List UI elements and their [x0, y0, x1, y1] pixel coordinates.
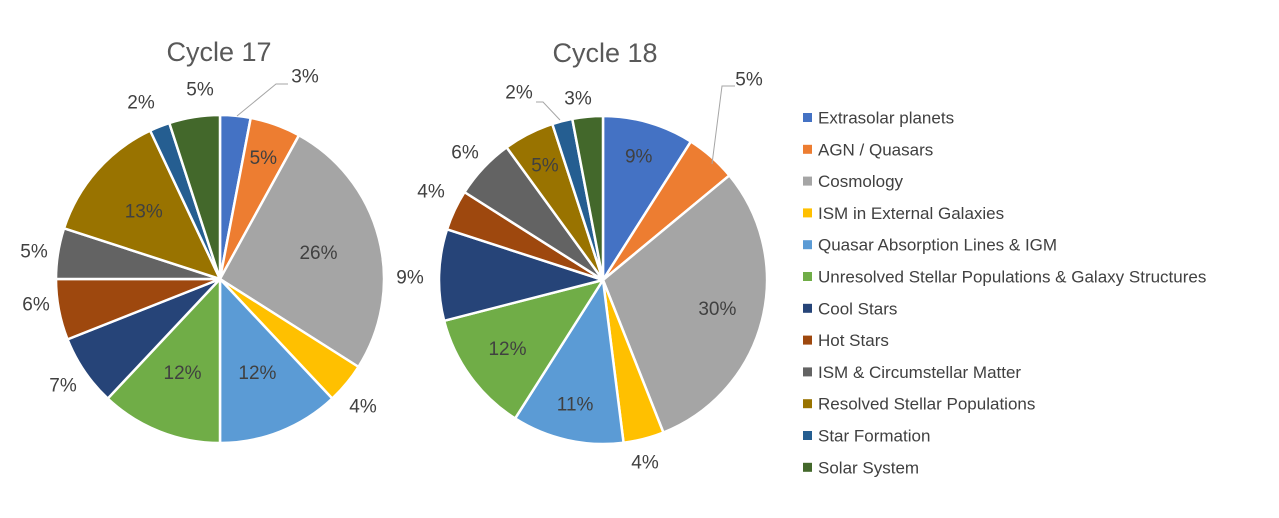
slice-unresolved-stellar-populations-galaxy-structures — [442, 278, 605, 420]
data-label-agn-quasars: 5% — [250, 148, 278, 169]
leader-line-star-formation — [536, 101, 561, 121]
legend-label: Resolved Stellar Populations — [818, 395, 1035, 414]
data-label-star-formation: 2% — [127, 93, 155, 114]
data-label-cool-stars: 9% — [396, 268, 424, 289]
data-label-extrasolar-planets: 9% — [625, 147, 653, 168]
pie-chart-cycle-18: Cycle 18 9% 5% 30% 4% 11% 12% 9% 4% 6% 5% 2% 3% — [396, 38, 769, 474]
data-label-solar-system: 5% — [186, 80, 214, 101]
data-label-quasar-absorption-lines-igm: 12% — [238, 363, 276, 384]
data-label-cosmology: 30% — [698, 299, 736, 320]
slice-unresolved-stellar-populations-galaxy-structures — [106, 277, 222, 445]
legend-label: AGN / Quasars — [818, 140, 933, 159]
slice-solar-system — [168, 113, 222, 281]
data-label-resolved-stellar-populations: 5% — [531, 156, 559, 177]
slice-cosmology — [218, 134, 386, 369]
slice-cool-stars — [437, 228, 605, 323]
slice-cosmology — [601, 174, 769, 434]
pie-chart-cycle-17: Cycle 17 3% 5% 26% 4% 12% 12% 7% 6% 5% 13% 2% 5% — [20, 37, 386, 445]
data-label-unresolved-stellar-populations-galaxy-structures: 12% — [488, 339, 526, 360]
legend-item-extrasolar-planets: Extrasolar planets — [803, 109, 954, 128]
legend-item-hot-stars: Hot Stars — [803, 331, 889, 350]
legend-swatch — [803, 176, 812, 186]
legend-item-unresolved-stellar-populations-galaxy-structures: Unresolved Stellar Populations & Galaxy … — [803, 268, 1206, 287]
data-label-ism-in-external-galaxies: 4% — [631, 453, 659, 474]
data-label-unresolved-stellar-populations-galaxy-structures: 12% — [164, 363, 202, 384]
legend-swatch — [803, 367, 812, 377]
data-label-extrasolar-planets: 3% — [291, 67, 319, 88]
legend-swatch — [803, 272, 812, 281]
legend-item-agn-quasars: AGN / Quasars — [803, 140, 933, 159]
slice-extrasolar-planets — [601, 114, 693, 282]
legend-item-cool-stars: Cool Stars — [803, 299, 897, 318]
data-label-quasar-absorption-lines-igm: 11% — [557, 394, 594, 415]
data-label-ism-in-external-galaxies: 4% — [349, 397, 377, 418]
data-label-resolved-stellar-populations: 13% — [125, 201, 163, 222]
legend-label: ISM & Circumstellar Matter — [818, 363, 1021, 382]
data-label-star-formation: 2% — [505, 83, 533, 104]
slice-solar-system — [571, 114, 605, 282]
legend-swatch — [803, 303, 812, 313]
legend-item-quasar-absorption-lines-igm: Quasar Absorption Lines & IGM — [803, 236, 1057, 255]
data-label-solar-system: 3% — [564, 89, 592, 110]
leader-line-extrasolar-planets — [236, 83, 288, 117]
legend-swatch — [803, 399, 812, 409]
legend: Extrasolar planets AGN / Quasars Cosmology… — [803, 109, 1206, 477]
data-label-agn-quasars: 5% — [735, 70, 763, 91]
legend-label: Hot Stars — [818, 331, 889, 350]
legend-label: Cool Stars — [818, 299, 897, 318]
legend-swatch — [803, 462, 812, 472]
legend-label: Extrasolar planets — [818, 109, 954, 128]
legend-label: Unresolved Stellar Populations & Galaxy … — [818, 268, 1206, 287]
legend-item-star-formation: Star Formation — [803, 427, 930, 446]
chart-title-cycle-18: Cycle 18 — [552, 38, 657, 68]
legend-item-ism-circumstellar-matter: ISM & Circumstellar Matter — [803, 363, 1021, 382]
slice-quasar-absorption-lines-igm — [513, 278, 625, 446]
data-label-cool-stars: 7% — [49, 376, 77, 397]
legend-item-resolved-stellar-populations: Resolved Stellar Populations — [803, 395, 1035, 414]
legend-item-solar-system: Solar System — [803, 458, 919, 477]
legend-label: Cosmology — [818, 172, 904, 191]
legend-label: Star Formation — [818, 427, 930, 446]
legend-swatch — [803, 208, 812, 218]
data-label-hot-stars: 4% — [417, 182, 445, 203]
legend-swatch — [803, 431, 812, 440]
legend-swatch — [803, 335, 812, 345]
legend-swatch — [803, 240, 812, 250]
slice-quasar-absorption-lines-igm — [218, 277, 334, 445]
legend-swatch — [803, 113, 812, 122]
data-label-hot-stars: 6% — [22, 295, 50, 316]
legend-label: Solar System — [818, 458, 919, 477]
legend-label: ISM in External Galaxies — [818, 204, 1004, 223]
legend-swatch — [803, 144, 812, 154]
legend-label: Quasar Absorption Lines & IGM — [818, 236, 1057, 255]
legend-item-cosmology: Cosmology — [803, 172, 904, 191]
slice-resolved-stellar-populations — [62, 129, 222, 281]
data-label-ism-circumstellar-matter: 5% — [20, 242, 48, 263]
data-label-cosmology: 26% — [299, 243, 337, 264]
leader-line-agn-quasars — [711, 85, 735, 165]
chart-title-cycle-17: Cycle 17 — [166, 37, 271, 67]
data-label-ism-circumstellar-matter: 6% — [451, 143, 479, 164]
legend-item-ism-in-external-galaxies: ISM in External Galaxies — [803, 204, 1004, 223]
